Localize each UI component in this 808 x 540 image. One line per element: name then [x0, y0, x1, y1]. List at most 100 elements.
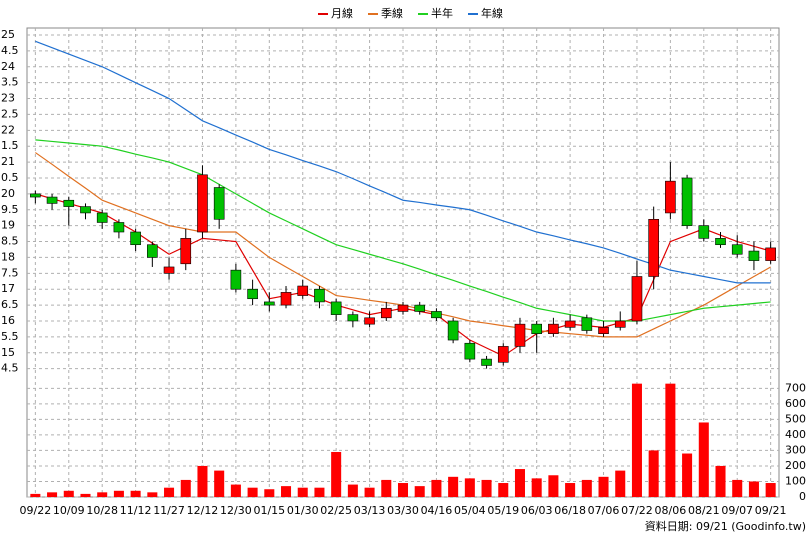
candle-body — [130, 231, 141, 246]
y-tick-label: 19 — [1, 219, 15, 232]
candle-body — [30, 193, 41, 198]
volume-bar — [97, 492, 108, 497]
candle-body — [280, 292, 292, 306]
candle-body — [698, 225, 710, 239]
candle-body — [614, 320, 626, 328]
volume-bar — [565, 483, 576, 497]
candle-body — [514, 323, 526, 347]
volume-bar — [448, 476, 459, 497]
candle-body — [364, 317, 375, 325]
volume-tick-label: 0 — [799, 490, 806, 503]
x-tick-label: 01/30 — [287, 504, 319, 517]
y-tick-label: 3.5 — [1, 76, 19, 89]
volume-bar — [682, 453, 693, 497]
candle-body — [314, 288, 325, 303]
y-tick-label: 21 — [1, 155, 15, 168]
volume-bar — [581, 479, 592, 497]
volume-bar — [113, 490, 124, 497]
volume-bar — [247, 487, 258, 497]
volume-tick-label: 600 — [785, 397, 806, 410]
x-tick-label: 11/12 — [120, 504, 152, 517]
volume-bar — [481, 479, 492, 497]
candle-body — [163, 266, 175, 274]
y-tick-label: 8.5 — [1, 235, 19, 248]
volume-bar — [431, 479, 442, 497]
volume-bar — [347, 484, 358, 497]
ma-line — [35, 139, 771, 322]
volume-bar — [130, 490, 141, 497]
y-tick-label: 25 — [1, 28, 15, 41]
volume-bar — [631, 383, 642, 497]
x-tick-label: 10/28 — [86, 504, 118, 517]
x-tick-label: 02/25 — [320, 504, 352, 517]
legend-label: 月線 — [331, 6, 353, 20]
volume-bar — [615, 470, 626, 497]
x-tick-label: 10/09 — [53, 504, 85, 517]
volume-bar — [748, 481, 759, 497]
y-tick-label: 5.5 — [1, 330, 19, 343]
volume-tick-label: 400 — [785, 428, 806, 441]
volume-bar — [331, 451, 342, 497]
volume-bar — [715, 465, 726, 497]
volume-bar — [80, 493, 91, 497]
y-tick-label: 4.5 — [1, 362, 19, 375]
volume-bar — [281, 486, 292, 497]
candle-body — [581, 317, 593, 331]
x-tick-label: 11/27 — [153, 504, 185, 517]
y-tick-label: 1.5 — [1, 139, 19, 152]
volume-tick-label: 700 — [785, 381, 806, 394]
x-tick-label: 06/18 — [554, 504, 586, 517]
candle-body — [665, 180, 676, 214]
volume-bar — [314, 487, 325, 497]
volume-bar — [30, 493, 41, 497]
candle-body — [213, 187, 225, 220]
y-tick-label: 2.5 — [1, 107, 19, 120]
y-tick-label: 7.5 — [1, 266, 19, 279]
volume-bar — [665, 383, 676, 497]
candle-body — [380, 307, 392, 319]
candle-body — [481, 358, 492, 366]
candle-body — [263, 301, 275, 306]
candle-body — [648, 218, 659, 277]
x-tick-label: 01/15 — [253, 504, 285, 517]
volume-bar — [297, 487, 308, 497]
candle-body — [347, 314, 359, 322]
y-tick-label: 6.5 — [1, 298, 19, 311]
volume-bar — [397, 483, 409, 497]
volume-bar — [732, 479, 743, 497]
volume-tick-label: 300 — [785, 443, 806, 456]
volume-bar — [464, 478, 475, 497]
volume-bar — [364, 487, 375, 497]
y-tick-label: 4.5 — [1, 44, 19, 57]
volume-bar — [498, 483, 509, 497]
candle-body — [464, 342, 476, 360]
x-tick-label: 07/22 — [621, 504, 653, 517]
candle-body — [731, 244, 743, 255]
volume-tick-label: 500 — [785, 412, 806, 425]
volume-bar — [648, 450, 659, 497]
volume-tick-label: 200 — [785, 459, 806, 472]
x-tick-label: 05/19 — [487, 504, 519, 517]
candle-body — [197, 174, 208, 233]
x-tick-label: 08/06 — [655, 504, 687, 517]
y-tick-label: 23 — [1, 92, 15, 105]
volume-bar — [47, 492, 58, 497]
y-tick-label: 16 — [1, 314, 15, 327]
volume-bar — [230, 484, 241, 497]
candle-body — [247, 288, 258, 300]
y-tick-label: 15 — [1, 346, 15, 359]
x-tick-label: 06/03 — [521, 504, 553, 517]
candle-body — [715, 238, 726, 246]
legend-label: 季線 — [381, 6, 403, 20]
candle-body — [180, 238, 192, 265]
x-tick-label: 09/07 — [721, 504, 753, 517]
candle-body — [414, 304, 426, 312]
candle-body — [765, 247, 776, 261]
y-tick-label: 0.5 — [1, 171, 19, 184]
x-tick-label: 08/21 — [688, 504, 720, 517]
volume-bar — [214, 470, 225, 497]
candle-body — [96, 212, 108, 223]
candle-body — [147, 244, 158, 258]
candle-body — [631, 276, 643, 322]
